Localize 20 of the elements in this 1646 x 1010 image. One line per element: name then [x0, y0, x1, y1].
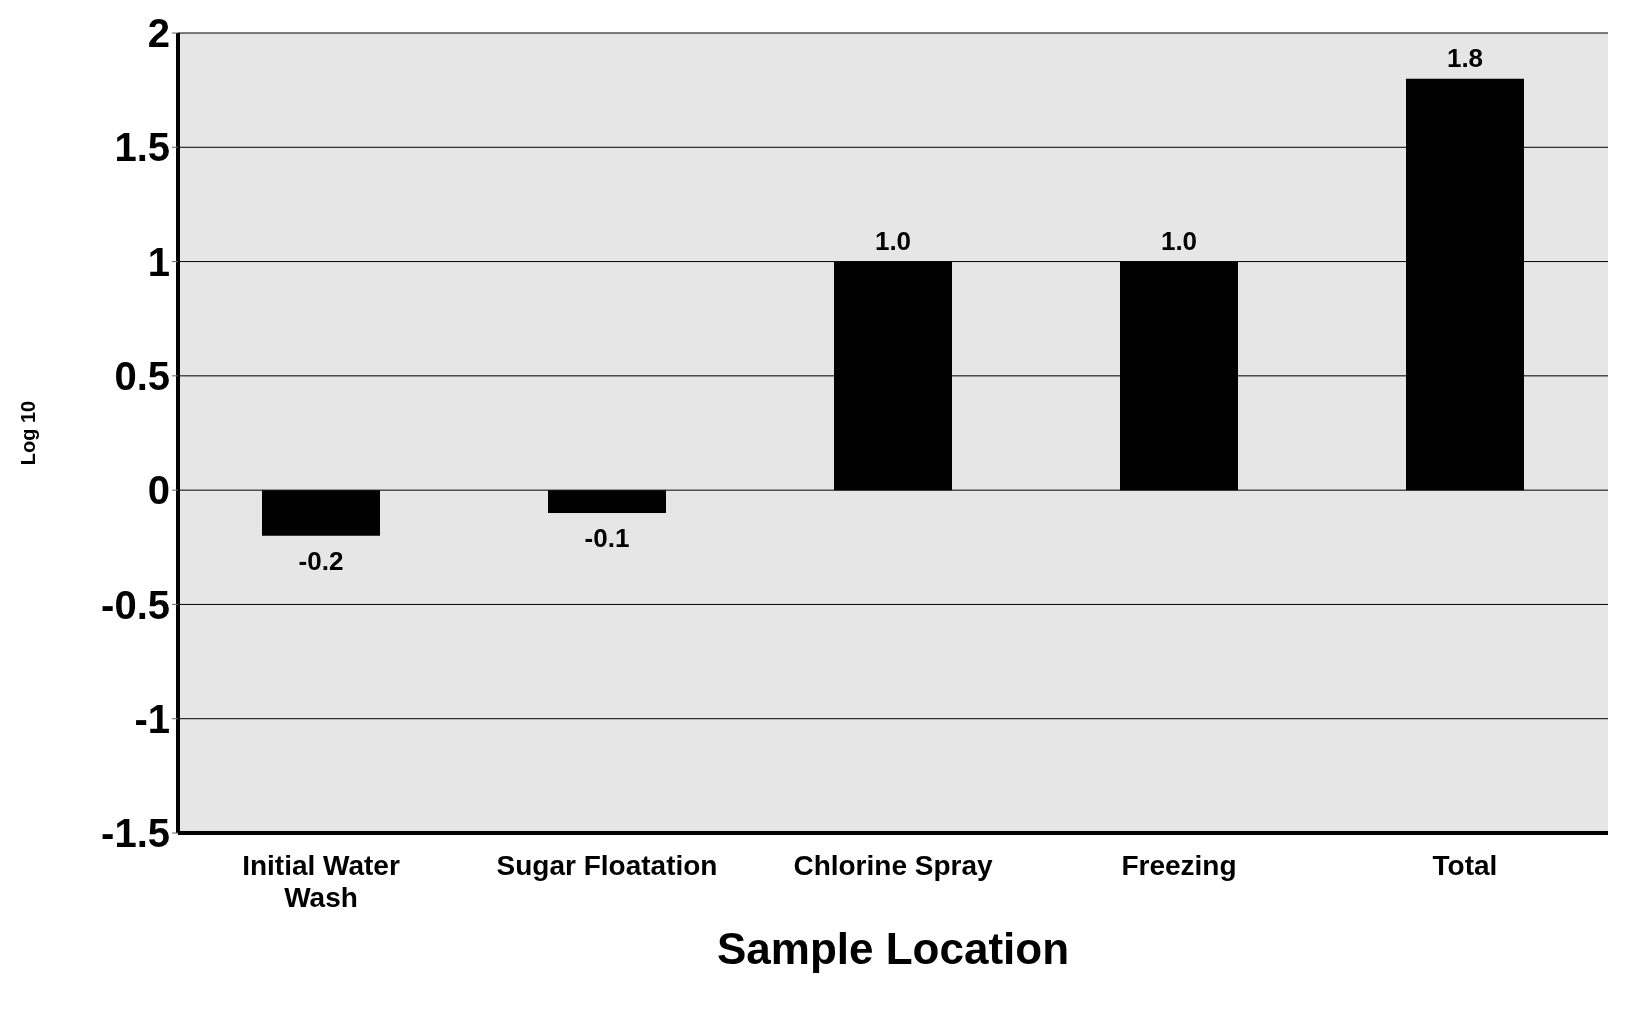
y-tick-label: 0: [147, 468, 170, 513]
x-axis-title: Sample Location: [716, 924, 1070, 974]
x-tick-label: Total: [1432, 850, 1498, 881]
y-tick-label: 1: [147, 239, 170, 284]
y-tick-label: -1.5: [101, 811, 170, 856]
x-tick-label: Initial Water Wash: [242, 850, 400, 913]
y-axis-title: Log 10: [17, 400, 40, 466]
data-label: -0.2: [298, 545, 344, 576]
x-tick-label: Freezing: [1121, 850, 1237, 881]
y-tick-label: 0.5: [114, 354, 170, 399]
y-tick-label: -0.5: [101, 582, 170, 627]
y-tick-label: 1.5: [114, 125, 170, 170]
x-tick-label: Chlorine Spray: [793, 850, 993, 881]
y-tick-label: 2: [147, 11, 170, 56]
x-tick-label: Sugar Floatation: [496, 850, 718, 881]
data-label: 1.0: [874, 225, 912, 256]
data-label: -0.1: [584, 523, 630, 553]
y-tick-label: -1: [134, 696, 170, 741]
data-label: 1.8: [1446, 42, 1484, 73]
data-label: 1.0: [1160, 225, 1198, 256]
